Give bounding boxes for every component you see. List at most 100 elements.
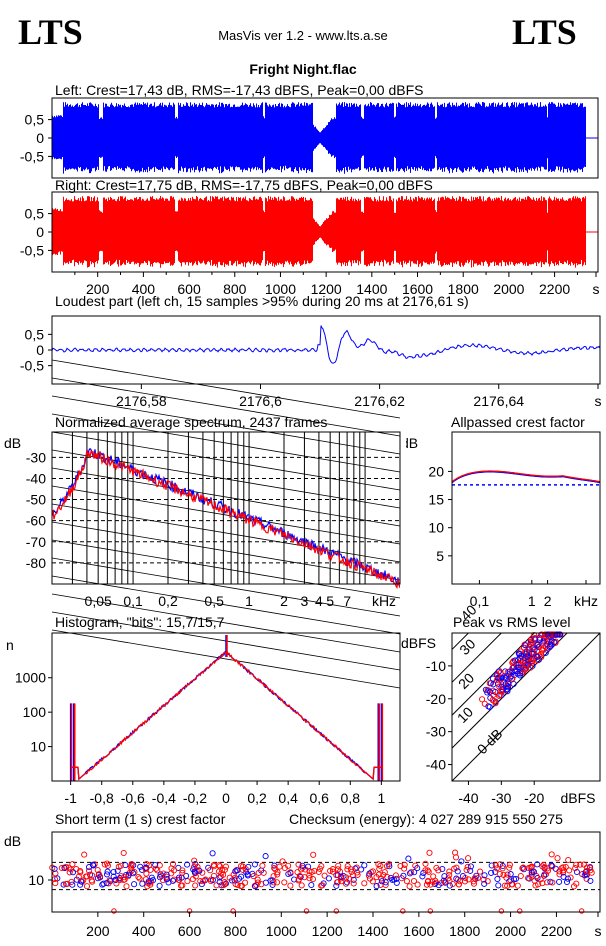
left-waveform-plot: 0,5 0 -0,5	[20, 97, 599, 179]
slope-ref	[51, 431, 401, 491]
crest-point	[508, 881, 515, 888]
crest-point	[467, 863, 474, 870]
crest-point	[346, 875, 353, 882]
spectrum-plot: -30 -40 -50 -60 -70 -80 0,05 0,1 0,2 0,5 1 2 3 4 5 7 kHz	[26, 359, 406, 689]
crest-point	[506, 864, 513, 871]
histogram-title: Histogram, "bits": 15,7/15,7	[55, 614, 225, 630]
crest-point	[386, 863, 393, 870]
crest-point	[154, 867, 161, 874]
slope-ref	[51, 359, 401, 419]
level-point	[515, 656, 522, 663]
crest-point	[544, 865, 551, 872]
level-point	[522, 642, 529, 649]
level-point	[534, 653, 541, 660]
spectrum-curve	[51, 449, 401, 590]
level-point	[527, 639, 534, 646]
level-point	[518, 656, 525, 663]
crest-point	[169, 860, 177, 868]
crest-point	[455, 881, 462, 888]
level-point	[553, 631, 560, 638]
level-point	[539, 646, 546, 653]
crest-point	[510, 876, 518, 883]
crest-st-ylabel: dB	[4, 833, 21, 849]
crest-point	[221, 881, 228, 888]
crest-point	[493, 865, 500, 872]
crest-point	[238, 862, 245, 870]
crest-point	[207, 867, 214, 874]
crest-point	[299, 864, 306, 871]
level-point	[550, 631, 557, 638]
crest-point	[354, 871, 361, 878]
x-tick-label: 2176,64	[473, 393, 524, 409]
crest-point	[67, 866, 74, 873]
crest-point	[315, 868, 322, 875]
crest-point	[412, 862, 419, 869]
crest-point	[81, 851, 88, 858]
x-tick-label: -0,4	[152, 790, 176, 806]
level-point	[556, 631, 563, 638]
crest-point	[500, 871, 507, 878]
crest-point	[242, 866, 249, 873]
x-tick-label: 1000	[266, 923, 297, 939]
x-tick-label: -0,6	[121, 790, 145, 806]
crest-point	[273, 879, 281, 886]
crest-point	[259, 862, 266, 869]
crest-point	[287, 882, 294, 889]
crest-point	[580, 861, 587, 868]
crest-point	[446, 882, 453, 889]
crest-point	[461, 878, 469, 885]
crest-point	[369, 878, 376, 885]
crest-point	[408, 869, 415, 876]
crest-point	[420, 869, 427, 877]
crest-point	[147, 881, 154, 888]
x-tick-label: 1800	[448, 281, 479, 297]
x-tick-label: 2000	[495, 923, 526, 939]
crest-point	[401, 861, 408, 868]
crest-diagonal	[451, 632, 535, 716]
crest-point	[82, 873, 89, 880]
y-tick-label: -40	[26, 470, 46, 486]
crest-point	[405, 855, 412, 862]
x-tick-label: -30	[491, 790, 511, 806]
crest-point	[232, 868, 239, 875]
crest-point	[60, 881, 67, 888]
crest-point	[152, 861, 159, 869]
crest-point	[565, 856, 572, 864]
crest-point	[465, 855, 472, 862]
crest-point	[159, 877, 167, 884]
crest-point	[573, 868, 580, 876]
plot-frame	[51, 191, 599, 273]
crest-point	[163, 876, 170, 883]
crest-point	[397, 862, 404, 870]
crest-point	[361, 880, 368, 887]
crest-point	[160, 870, 167, 877]
level-point	[497, 687, 504, 694]
y-tick-label: 10	[28, 872, 44, 888]
level-point	[490, 691, 497, 698]
level-point	[530, 645, 537, 652]
x-tick-label: 400	[132, 281, 156, 297]
crest-point	[190, 863, 198, 871]
crest-point	[220, 882, 227, 889]
crest-point	[198, 881, 205, 888]
crest-point	[127, 864, 134, 871]
crest-point	[544, 867, 552, 874]
crest-point	[175, 874, 183, 881]
x-tick-label: kHz	[372, 593, 396, 609]
crest-point	[86, 867, 93, 874]
crest-point	[533, 873, 540, 880]
level-point	[547, 631, 554, 638]
level-point	[521, 641, 528, 648]
x-tick-label: 800	[223, 281, 247, 297]
x-tick-label: s	[595, 393, 602, 409]
crest-point	[178, 882, 185, 889]
crest-point	[556, 868, 563, 875]
crest-point	[131, 881, 138, 888]
level-point	[481, 700, 488, 707]
x-tick-label: 0	[222, 790, 230, 806]
crest-point	[244, 871, 251, 878]
crest-point	[110, 873, 117, 880]
crest-point	[62, 880, 70, 888]
level-point	[496, 683, 503, 690]
